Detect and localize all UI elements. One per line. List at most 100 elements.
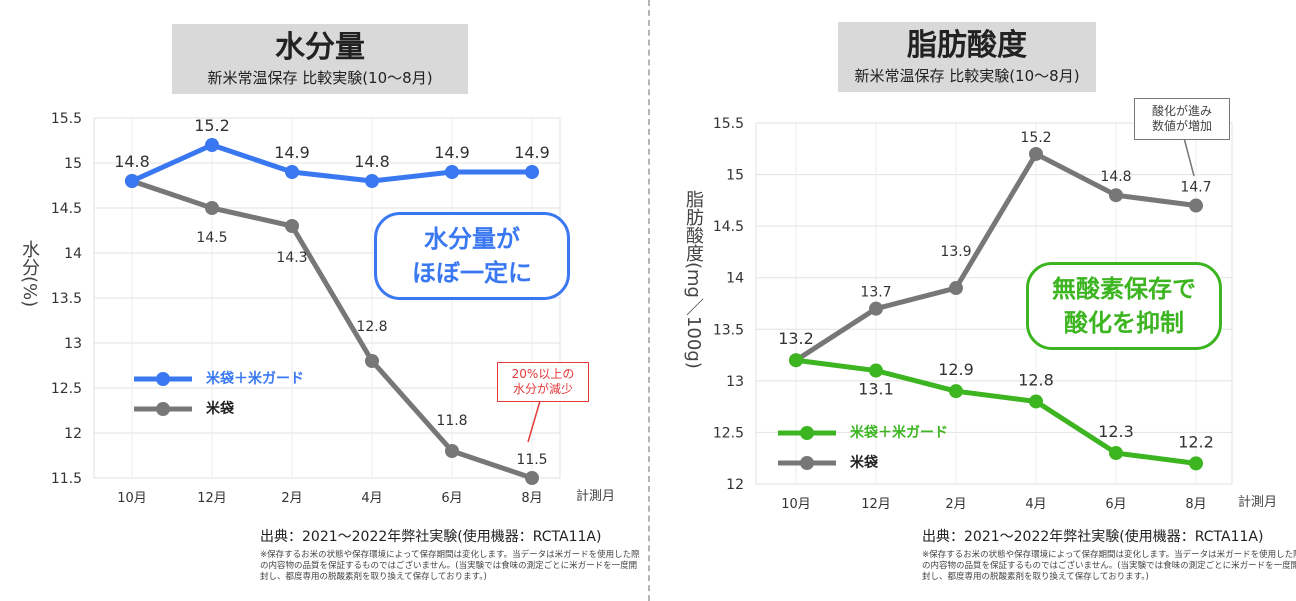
y-tick-label: 15 (64, 156, 82, 172)
data-label: 15.2 (1020, 130, 1051, 146)
chart-title: 脂肪酸度 (907, 28, 1027, 63)
x-axis-label: 計測月 (1238, 494, 1277, 510)
y-axis-label: 脂肪酸度(mg／100g) (683, 190, 704, 369)
data-point (525, 165, 539, 179)
series-line-0 (130, 142, 532, 184)
data-point (1189, 198, 1203, 213)
x-tick-label: 2月 (281, 491, 302, 506)
note-moisture-loss: 20%以上の 水分が減少 (497, 362, 589, 402)
data-point (285, 219, 299, 233)
data-point (205, 138, 219, 152)
data-label: 11.8 (436, 413, 467, 429)
data-label: 14.9 (274, 143, 310, 162)
legend-label-bag: 米袋 (850, 455, 878, 471)
x-tick-label: 8月 (1185, 497, 1206, 512)
chart-title: 水分量 (275, 30, 365, 65)
y-tick-label: 13 (726, 374, 744, 390)
data-point (1029, 394, 1043, 409)
data-point (285, 165, 299, 179)
data-label: 13.9 (940, 244, 971, 260)
data-label: 14.9 (434, 143, 470, 162)
data-label: 14.5 (196, 230, 227, 246)
data-label: 12.8 (1018, 370, 1054, 389)
legend-swatch-guard (134, 372, 192, 386)
source-text: 出典：2021〜2022年弊社実験(使用機器：RCTA11A) (260, 529, 602, 545)
x-tick-label: 6月 (1105, 497, 1126, 512)
data-label: 14.7 (1180, 180, 1211, 196)
data-label: 14.3 (276, 250, 307, 266)
y-tick-label: 13 (64, 336, 82, 352)
data-label: 15.2 (194, 116, 230, 135)
data-point (1029, 146, 1043, 161)
series-line-0 (795, 357, 1197, 466)
y-tick-label: 13.5 (51, 291, 82, 307)
data-label: 14.8 (114, 152, 150, 171)
x-tick-label: 8月 (521, 491, 542, 506)
note-pointer-line (1183, 137, 1195, 177)
x-tick-label: 12月 (197, 491, 227, 506)
y-tick-label: 14 (64, 246, 82, 262)
data-label: 13.1 (858, 380, 894, 399)
data-point (445, 165, 459, 179)
callout-oxidation-suppressed: 無酸素保存で 酸化を抑制 (1026, 262, 1222, 350)
data-point (949, 281, 963, 296)
data-label: 14.8 (354, 152, 390, 171)
data-label: 13.7 (860, 285, 891, 301)
data-label: 14.8 (1100, 169, 1131, 185)
legend-label-guard: 米袋＋米ガード (850, 425, 948, 441)
data-label: 12.8 (356, 319, 387, 335)
data-point (445, 444, 459, 458)
data-label: 13.2 (778, 329, 814, 348)
chart-subtitle: 新米常温保存 比較実験(10〜8月) (207, 69, 433, 87)
y-tick-label: 14.5 (51, 201, 82, 217)
data-point (1109, 446, 1123, 461)
data-label: 12.9 (938, 360, 974, 379)
legend-swatch-bag (778, 456, 836, 470)
data-point (1189, 456, 1203, 471)
data-point (869, 363, 883, 378)
x-tick-label: 2月 (945, 497, 966, 512)
data-point (525, 471, 539, 485)
y-tick-label: 12 (64, 426, 82, 442)
chart-subtitle: 新米常温保存 比較実験(10〜8月) (854, 67, 1080, 85)
series-line-1 (794, 151, 1197, 363)
legend-label-guard: 米袋＋米ガード (206, 371, 304, 387)
chart-title-box: 脂肪酸度 新米常温保存 比較実験(10〜8月) (838, 22, 1096, 92)
source-text: 出典：2021〜2022年弊社実験(使用機器：RCTA11A) (922, 529, 1264, 545)
data-label: 12.3 (1098, 422, 1134, 441)
data-point (789, 353, 803, 368)
legend-swatch-bag (134, 402, 192, 416)
y-tick-label: 11.5 (51, 471, 82, 487)
data-point (949, 384, 963, 399)
moisture-panel: 水分量 新米常温保存 比較実験(10〜8月) 水分(%) 11.5 12 12.5 1… (0, 0, 640, 601)
x-tick-label: 10月 (781, 497, 811, 512)
data-label: 11.5 (516, 452, 547, 468)
y-tick-label: 15.5 (51, 111, 82, 127)
moisture-chart: 11.5 12 12.5 13 13.5 14 14.5 15 15.5 10月 12月 2月 4月 6月… (51, 111, 615, 506)
x-tick-label: 6月 (441, 491, 462, 506)
y-tick-label: 14 (726, 271, 744, 287)
callout-moisture-stable: 水分量が ほぼ一定に (374, 212, 570, 300)
note-oxidation-increase: 酸化が進み 数値が増加 (1134, 98, 1230, 140)
y-axis-label: 水分(%) (19, 240, 40, 308)
data-point (125, 174, 139, 188)
x-tick-label: 10月 (117, 491, 147, 506)
data-point (205, 201, 219, 215)
data-label: 14.9 (514, 143, 550, 162)
chart-title-box: 水分量 新米常温保存 比較実験(10〜8月) (172, 24, 468, 94)
data-point (869, 301, 883, 316)
x-tick-label: 4月 (1025, 497, 1046, 512)
y-tick-label: 13.5 (713, 322, 744, 338)
footnote: ※保存するお米の状態や保存環境によって保存期間は変化します。当データは米ガードを… (922, 550, 1296, 582)
x-tick-label: 4月 (361, 491, 382, 506)
series-line-1 (131, 178, 533, 481)
note-pointer-line (527, 400, 541, 443)
data-label: 12.2 (1178, 432, 1214, 451)
legend-swatch-guard (778, 426, 836, 440)
data-point (365, 174, 379, 188)
y-tick-label: 12.5 (713, 425, 744, 441)
y-tick-label: 15 (726, 168, 744, 184)
data-point (1109, 188, 1123, 203)
fatty-acid-chart: 12 12.5 13 13.5 14 14.5 15 15.5 10月 12月 2月 4月 6月 8月 計測… (713, 116, 1277, 512)
